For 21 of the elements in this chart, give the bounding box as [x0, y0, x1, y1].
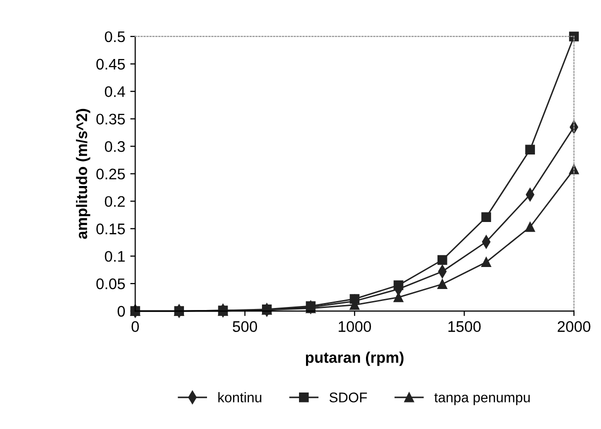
y-tick-label: 0.3 [104, 141, 125, 152]
x-tick-label: 500 [232, 321, 258, 332]
x-axis-title: putaran (rpm) [306, 352, 404, 366]
y-tick-label: 0.25 [96, 168, 125, 180]
y-tick-label: 0 [118, 306, 125, 317]
y-tick-label: 0.05 [96, 278, 125, 290]
x-tick-label: 1000 [338, 321, 371, 332]
y-tick-label: 0.35 [96, 114, 125, 125]
y-tick-label: 0.15 [96, 224, 125, 234]
legend-label: kontinu [218, 392, 262, 402]
y-tick-label: 0.2 [104, 196, 125, 207]
x-tick-label: 1500 [448, 321, 481, 332]
y-tick-label: 0.45 [96, 58, 125, 70]
y-tick-label: 0.4 [104, 86, 126, 98]
y-tick-label: 0.1 [104, 250, 125, 262]
x-tick-label: 2000 [558, 321, 590, 332]
y-axis-title: amplitudo (m/s^2) [76, 108, 90, 239]
y-tick-label: 0.5 [104, 31, 125, 42]
legend-label: SDOF [330, 392, 367, 402]
legend-label: tanpa penumpu [434, 393, 530, 406]
x-tick-label: 0 [132, 321, 139, 332]
